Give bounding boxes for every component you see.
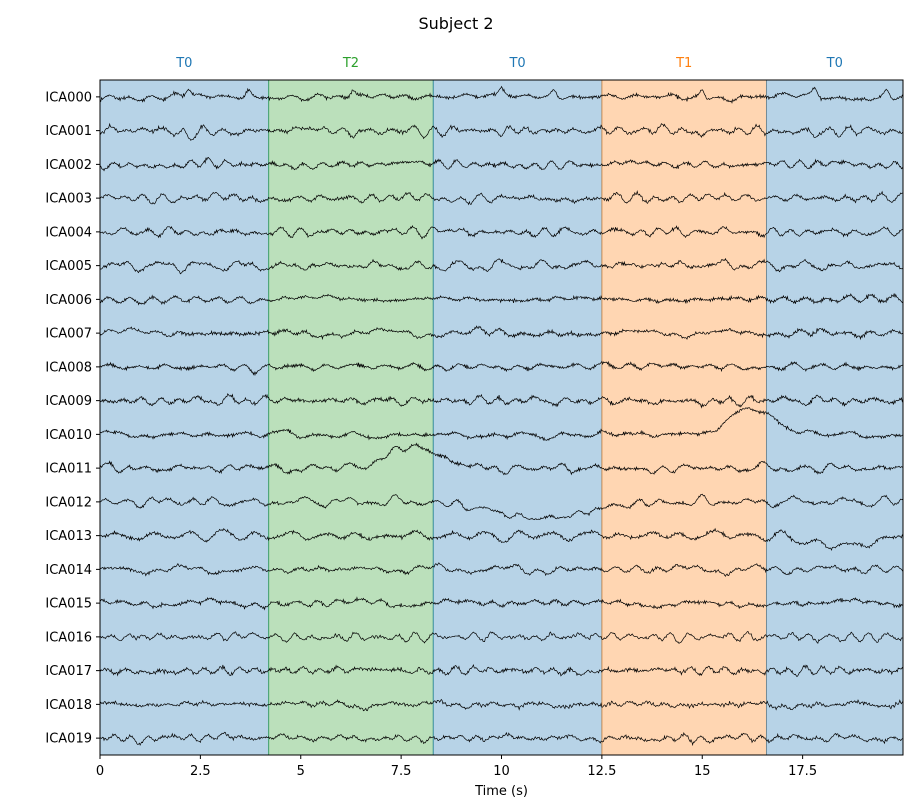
annotation-band-t1-3 — [601, 79, 767, 756]
trace-ica001 — [100, 122, 903, 141]
trace-ica006 — [100, 293, 903, 306]
y-tick-label: ICA004 — [45, 225, 92, 240]
y-tick-label: ICA009 — [45, 394, 92, 409]
trace-ica017 — [100, 663, 903, 678]
y-tick-label: ICA005 — [45, 259, 92, 274]
annotation-band-t0-4 — [765, 79, 904, 756]
y-tick-label: ICA006 — [45, 293, 92, 308]
trace-ica014 — [100, 562, 903, 577]
y-tick-label: ICA016 — [45, 630, 92, 645]
annotation-label-4: T0 — [826, 56, 843, 71]
y-tick-label: ICA008 — [45, 360, 92, 375]
y-tick-label: ICA002 — [45, 158, 92, 173]
trace-ica003 — [100, 190, 903, 206]
x-tick-label: 2.5 — [190, 764, 211, 779]
signal-traces — [100, 85, 903, 747]
y-tick-label: ICA010 — [45, 428, 92, 443]
annotation-label-3: T1 — [675, 56, 692, 71]
trace-ica012 — [100, 493, 903, 521]
trace-ica011 — [100, 442, 903, 476]
y-tick-label: ICA013 — [45, 529, 92, 544]
x-tick-label: 7.5 — [391, 764, 412, 779]
x-axis-label: Time (s) — [474, 784, 528, 799]
annotation-band-t0-2 — [432, 79, 603, 756]
y-tick-label: ICA003 — [45, 192, 92, 207]
trace-ica015 — [100, 596, 903, 611]
y-tick-label: ICA001 — [45, 124, 92, 139]
y-tick-label: ICA019 — [45, 732, 92, 747]
trace-ica005 — [100, 257, 903, 275]
trace-ica013 — [100, 527, 903, 551]
trace-ica019 — [100, 731, 903, 747]
annotation-bands — [99, 79, 904, 756]
trace-ica004 — [100, 225, 903, 240]
y-tick-label: ICA012 — [45, 495, 92, 510]
y-tick-label: ICA015 — [45, 597, 92, 612]
x-tick-label: 17.5 — [788, 764, 817, 779]
y-tick-label: ICA011 — [45, 462, 92, 477]
y-tick-label: ICA017 — [45, 664, 92, 679]
trace-ica009 — [100, 393, 903, 409]
x-tick-label: 5 — [297, 764, 305, 779]
annotation-label-2: T0 — [508, 56, 525, 71]
x-tick-label: 10 — [493, 764, 510, 779]
y-tick-label: ICA018 — [45, 698, 92, 713]
trace-ica008 — [100, 360, 903, 377]
trace-ica007 — [100, 325, 903, 341]
y-tick-label: ICA000 — [45, 90, 92, 105]
x-tick-label: 12.5 — [587, 764, 616, 779]
trace-ica002 — [100, 156, 903, 172]
y-axis: ICA000 ICA001 ICA002 ICA003 ICA004 ICA005 ICA0… — [45, 90, 100, 747]
trace-ica016 — [100, 630, 903, 644]
x-tick-label: 0 — [96, 764, 104, 779]
annotation-labels: T0 T2 T0 T1 T0 — [175, 56, 843, 71]
trace-ica010 — [100, 407, 903, 442]
annotation-band-t0-0 — [99, 79, 270, 756]
chart-title: Subject 2 — [418, 14, 493, 33]
annotation-label-1: T2 — [342, 56, 359, 71]
y-tick-label: ICA014 — [45, 563, 92, 578]
annotation-label-0: T0 — [175, 56, 192, 71]
annotation-band-t2-1 — [268, 79, 434, 756]
y-tick-label: ICA007 — [45, 327, 92, 342]
x-tick-label: 15 — [694, 764, 711, 779]
x-axis: 0 2.5 5 7.5 10 12.5 15 17.5 — [96, 755, 817, 779]
trace-ica018 — [100, 698, 903, 712]
trace-ica000 — [100, 85, 903, 104]
